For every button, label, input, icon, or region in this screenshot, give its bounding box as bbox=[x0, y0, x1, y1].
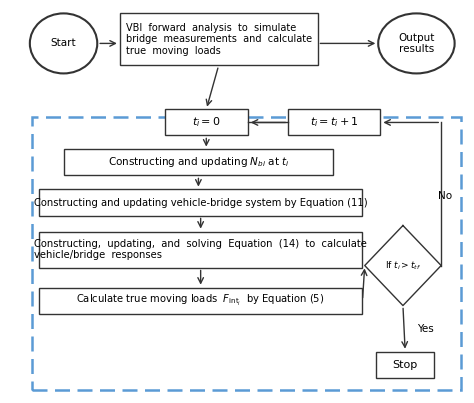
Text: $t_i = t_i + 1$: $t_i = t_i + 1$ bbox=[310, 116, 359, 129]
FancyBboxPatch shape bbox=[164, 110, 248, 135]
Ellipse shape bbox=[30, 13, 97, 73]
Text: Yes: Yes bbox=[417, 324, 434, 334]
FancyBboxPatch shape bbox=[64, 150, 333, 175]
FancyBboxPatch shape bbox=[39, 189, 363, 216]
Text: Constructing,  updating,  and  solving  Equation  (14)  to  calculate
vehicle/br: Constructing, updating, and solving Equa… bbox=[34, 239, 367, 260]
Text: $t_i = 0$: $t_i = 0$ bbox=[192, 116, 221, 129]
Text: Constructing and updating vehicle-bridge system by Equation (11): Constructing and updating vehicle-bridge… bbox=[34, 197, 367, 208]
Text: No: No bbox=[438, 191, 452, 202]
FancyBboxPatch shape bbox=[39, 288, 363, 314]
Text: Output
results: Output results bbox=[398, 33, 435, 54]
FancyBboxPatch shape bbox=[376, 351, 434, 378]
Ellipse shape bbox=[378, 13, 455, 73]
FancyBboxPatch shape bbox=[39, 231, 363, 268]
FancyBboxPatch shape bbox=[120, 13, 318, 65]
Text: If $t_i > t_{tf}$: If $t_i > t_{tf}$ bbox=[385, 259, 421, 272]
Text: Constructing and updating $N_{bi}$ at $t_i$: Constructing and updating $N_{bi}$ at $t… bbox=[108, 156, 289, 170]
Text: Stop: Stop bbox=[392, 359, 418, 370]
FancyBboxPatch shape bbox=[288, 110, 381, 135]
Text: VBI  forward  analysis  to  simulate
bridge  measurements  and  calculate
true  : VBI forward analysis to simulate bridge … bbox=[126, 23, 312, 56]
Text: Start: Start bbox=[51, 38, 76, 48]
Text: Calculate true moving loads  $F_{\mathrm{int}_{i}}$  by Equation (5): Calculate true moving loads $F_{\mathrm{… bbox=[76, 293, 325, 308]
